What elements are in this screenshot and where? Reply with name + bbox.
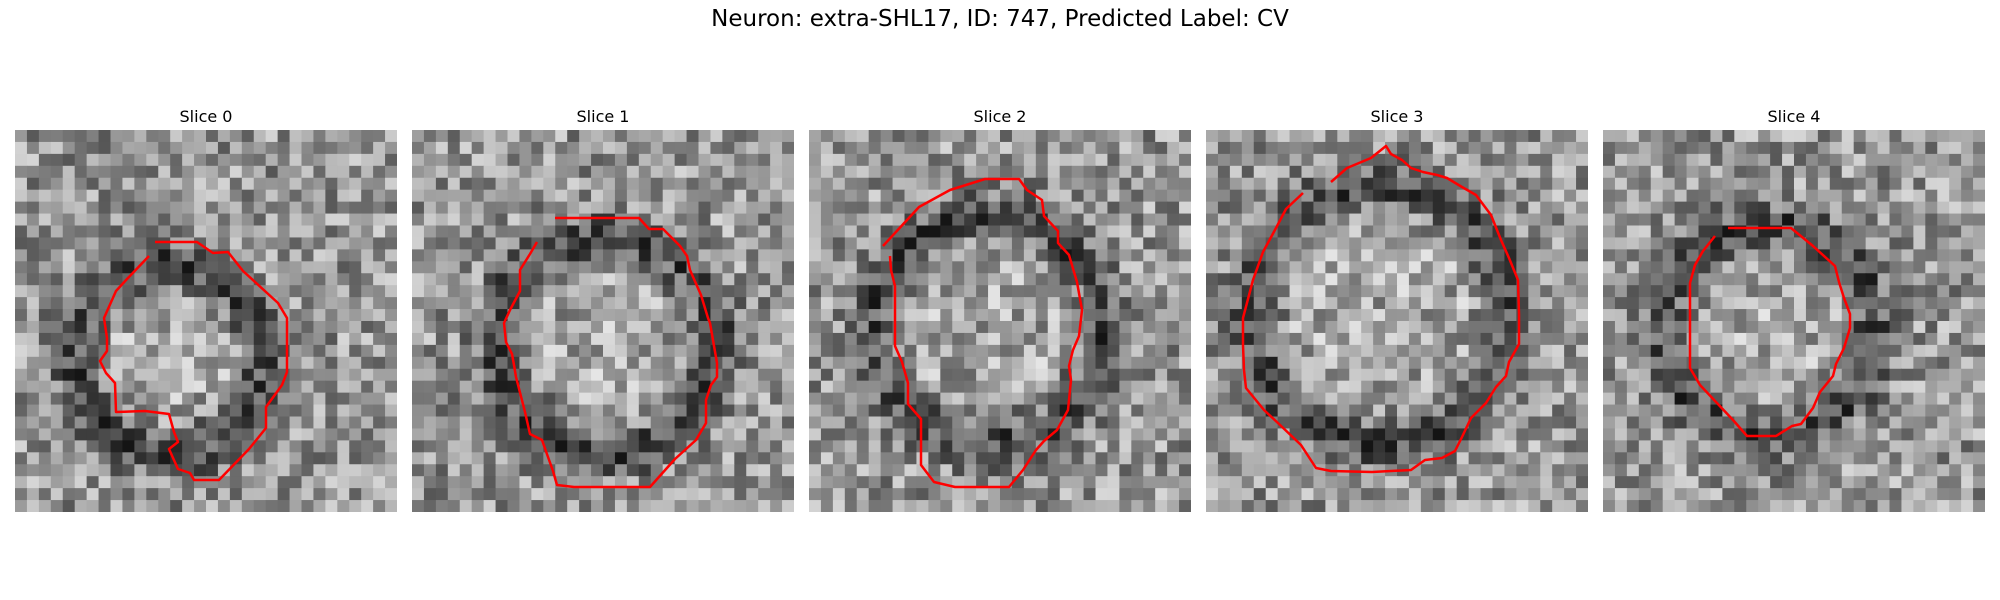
slice-panel-0: Slice 0 [15,105,397,512]
slice-panel-4: Slice 4 [1603,105,1985,512]
slice-image-2 [809,130,1191,512]
slice-panel-2: Slice 2 [809,105,1191,512]
slice-title-3: Slice 3 [1370,107,1424,126]
slice-title-1: Slice 1 [576,107,630,126]
slice-title-4: Slice 4 [1767,107,1821,126]
slice-title-0: Slice 0 [179,107,233,126]
slice-panel-1: Slice 1 [412,105,794,512]
slice-image-3 [1206,130,1588,512]
slice-image-4 [1603,130,1985,512]
slice-image-0 [15,130,397,512]
figure-title: Neuron: extra-SHL17, ID: 747, Predicted … [711,6,1289,32]
slice-image-1 [412,130,794,512]
slice-title-2: Slice 2 [973,107,1027,126]
slice-panel-3: Slice 3 [1206,105,1588,512]
